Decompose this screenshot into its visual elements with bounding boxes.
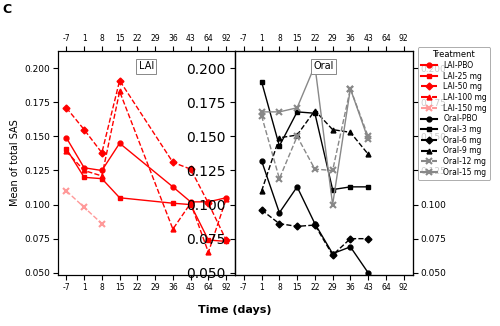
Text: LAI: LAI	[138, 61, 154, 71]
Text: Time (days): Time (days)	[198, 305, 272, 315]
Y-axis label: Mean of total SAS: Mean of total SAS	[10, 120, 20, 206]
Legend: LAI-PBO, LAI-25 mg, LAI-50 mg, LAI-100 mg, LAI-150 mg, Oral-PBO, Oral-3 mg, Oral: LAI-PBO, LAI-25 mg, LAI-50 mg, LAI-100 m…	[418, 47, 490, 180]
Text: C: C	[2, 3, 12, 16]
Text: Oral: Oral	[314, 61, 334, 71]
